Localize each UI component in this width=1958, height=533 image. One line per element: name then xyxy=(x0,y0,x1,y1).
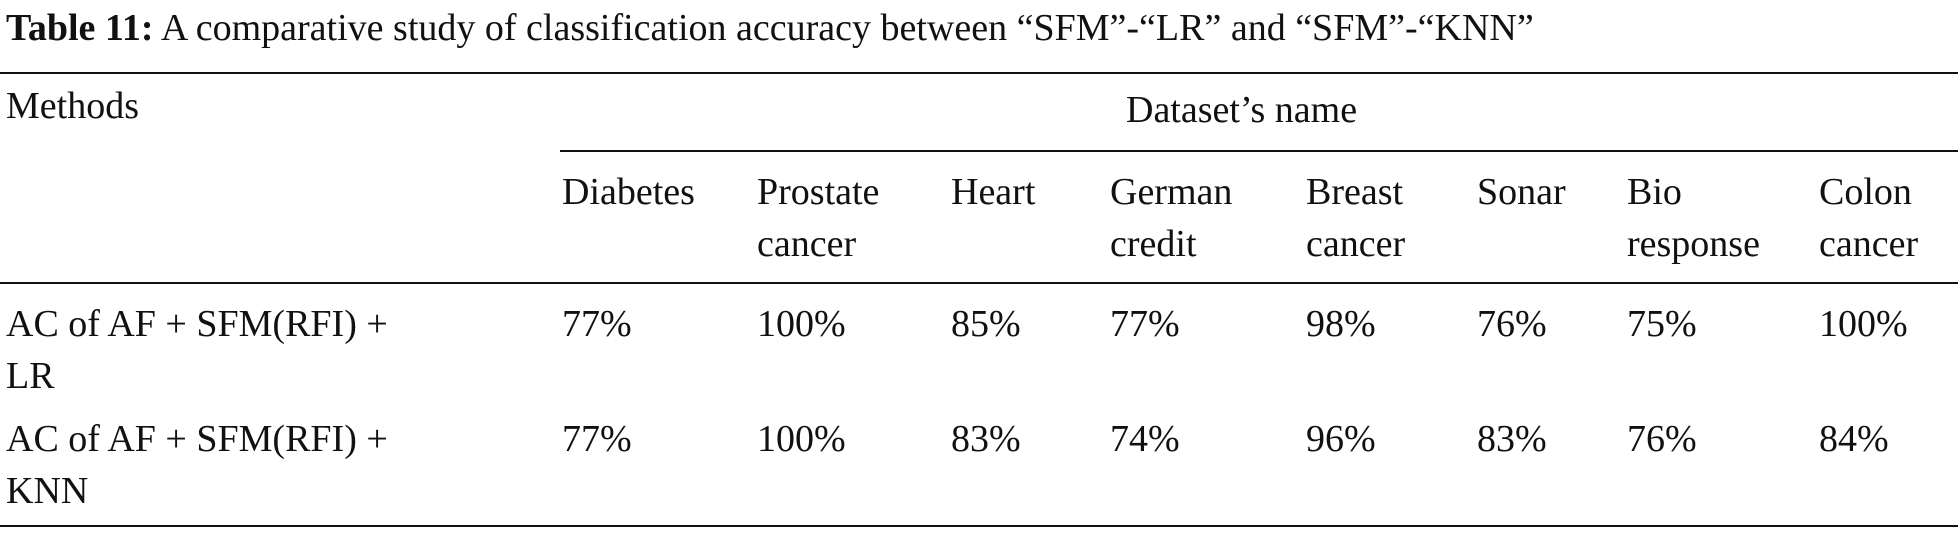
row-lr-heart: 85% xyxy=(951,303,1021,345)
row-knn-colon-cancer: 84% xyxy=(1819,418,1889,460)
row-lr-diabetes: 77% xyxy=(562,303,632,345)
row-knn-german-credit: 74% xyxy=(1110,418,1180,460)
row-lr-bio-response: 75% xyxy=(1627,303,1697,345)
column-header-sonar: Sonar xyxy=(1477,171,1566,213)
row-knn-sonar: 83% xyxy=(1477,418,1547,460)
row-lr-german-credit: 77% xyxy=(1110,303,1180,345)
row-knn-bio-response: 76% xyxy=(1627,418,1697,460)
column-header-colon-cancer: Colon cancer xyxy=(1819,171,1919,265)
methods-header: Methods xyxy=(6,85,139,127)
caption-label: Table 11: xyxy=(6,7,154,49)
top-rule xyxy=(0,72,1958,74)
column-header-german-credit: German credit xyxy=(1110,171,1233,265)
row-lr-breast-cancer: 98% xyxy=(1306,303,1376,345)
header-bottom-rule xyxy=(0,282,1958,284)
column-header-heart: Heart xyxy=(951,171,1036,213)
dataset-group-header: Dataset’s name xyxy=(1126,89,1358,131)
row-lr-sonar: 76% xyxy=(1477,303,1547,345)
column-header-bio-response: Bio response xyxy=(1627,171,1760,265)
row-knn-diabetes: 77% xyxy=(562,418,632,460)
row-method-knn: AC of AF + SFM(RFI) + KNN xyxy=(6,418,388,512)
row-knn-heart: 83% xyxy=(951,418,1021,460)
table-caption: Table 11: A comparative study of classif… xyxy=(6,4,1534,52)
row-knn-prostate-cancer: 100% xyxy=(757,418,846,460)
row-lr-prostate-cancer: 100% xyxy=(757,303,846,345)
group-rule xyxy=(560,150,1958,152)
column-header-breast-cancer: Breast cancer xyxy=(1306,171,1406,265)
caption-text: A comparative study of classification ac… xyxy=(160,7,1534,49)
column-header-diabetes: Diabetes xyxy=(562,171,695,213)
column-header-prostate-cancer: Prostate cancer xyxy=(757,171,880,265)
row-method-lr: AC of AF + SFM(RFI) + LR xyxy=(6,303,388,397)
row-lr-colon-cancer: 100% xyxy=(1819,303,1908,345)
bottom-rule xyxy=(0,525,1958,527)
row-knn-breast-cancer: 96% xyxy=(1306,418,1376,460)
